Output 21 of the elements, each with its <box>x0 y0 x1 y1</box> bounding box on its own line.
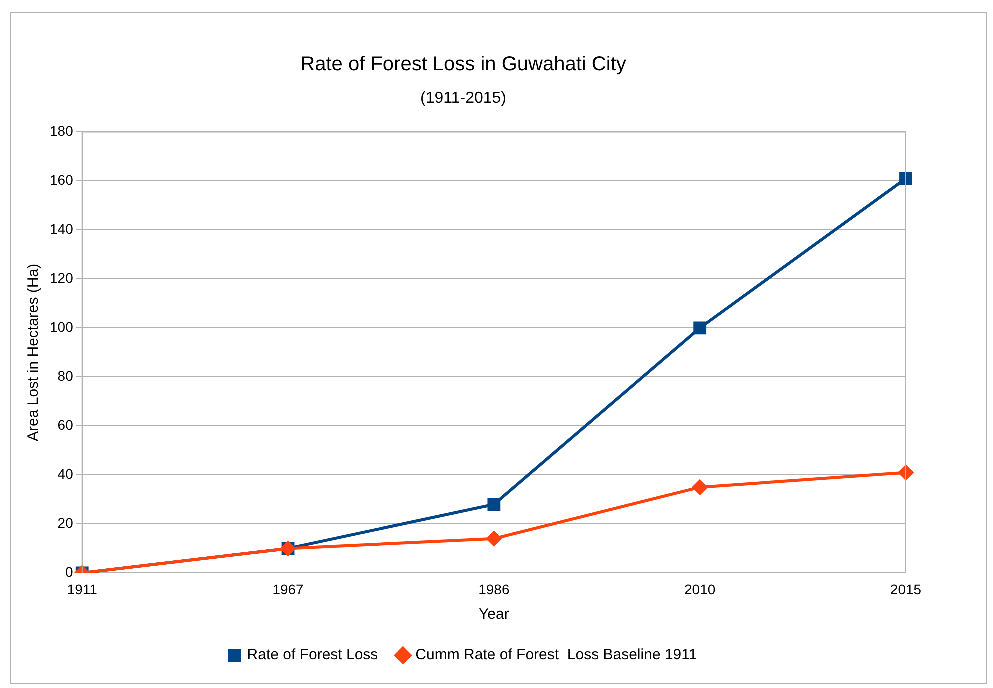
y-axis-title: Area Lost in Hectares (Ha) <box>25 264 42 442</box>
x-tick-label: 1986 <box>478 581 510 598</box>
x-tick-label: 2015 <box>890 581 922 598</box>
y-tick-label: 180 <box>50 123 74 140</box>
y-tick-label: 140 <box>50 221 74 238</box>
y-tick-label: 0 <box>66 564 74 580</box>
y-tick-label: 60 <box>58 417 74 434</box>
chart-subtitle: (1911-2015) <box>420 90 506 108</box>
x-tick-label: 2010 <box>684 581 716 598</box>
x-axis-title: Year <box>479 606 510 624</box>
legend-label: Cumm Rate of Forest Loss Baseline 1911 <box>416 646 698 664</box>
legend-label: Rate of Forest Loss <box>247 646 378 664</box>
y-tick-label: 80 <box>58 368 74 384</box>
y-tick-label: 40 <box>58 466 74 482</box>
chart-title: Rate of Forest Loss in Guwahati City <box>300 54 626 76</box>
x-tick-label: 1967 <box>272 581 304 598</box>
x-tick-label: 1911 <box>67 581 98 598</box>
y-tick-label: 20 <box>58 515 74 532</box>
y-tick-label: 120 <box>50 270 74 286</box>
y-tick-label: 100 <box>50 319 74 336</box>
y-tick-label: 160 <box>50 172 74 188</box>
